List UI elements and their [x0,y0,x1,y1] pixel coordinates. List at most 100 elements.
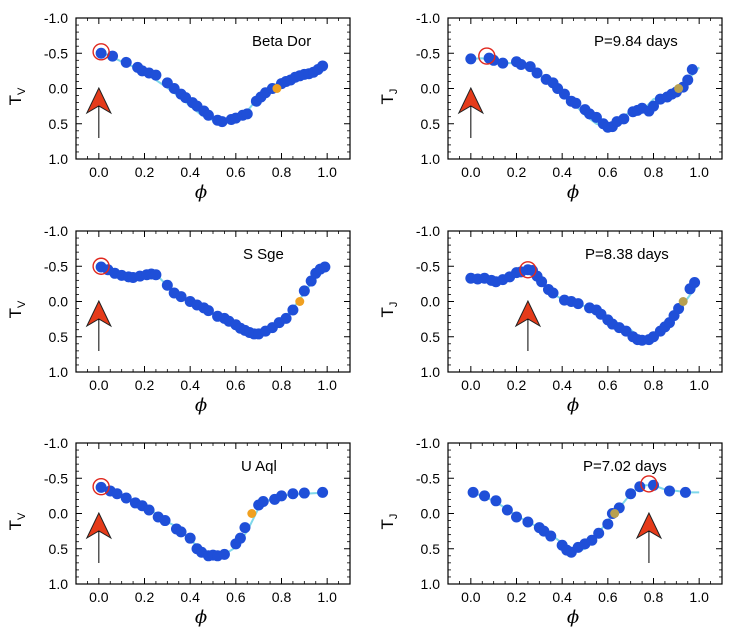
data-point [120,492,132,504]
x-axis-label: ϕ [195,395,207,416]
panel-annotation: P=8.38 days [585,246,669,263]
data-point [287,304,299,316]
maximum-marker-circle [92,478,110,496]
y-axis-label: TV [6,300,28,318]
x-tick-label: 0.2 [507,164,527,180]
x-tick-label: 0.0 [89,589,109,605]
data-point [202,109,214,121]
panel-annotation: U Aql [241,458,277,475]
data-point [216,116,228,128]
maximum-marker-circle [92,257,110,275]
x-tick-label: 0.0 [89,164,109,180]
x-tick-label: 0.8 [644,377,664,393]
data-point [648,100,659,112]
data-point [522,516,534,528]
data-point [465,53,477,65]
data-point [317,486,329,498]
data-point [479,490,491,502]
data-point [317,60,329,72]
y-tick-label: -0.5 [416,258,440,274]
x-tick-label: 0.2 [135,589,155,605]
y-axis-label-subscript: V [16,87,28,95]
data-point [497,57,509,69]
x-tick-label: 1.0 [317,164,337,180]
y-tick-label: -1.0 [416,435,440,451]
data-point [241,108,253,120]
y-axis-label-subscript: J [388,302,400,308]
data-point [280,312,292,324]
x-axis-label: ϕ [567,607,579,628]
x-tick-label: 0.2 [135,377,155,393]
x-axis-label: ϕ [195,182,207,203]
data-point [276,490,287,502]
data-point [218,548,230,560]
data-point [202,305,214,317]
highlight-point [295,297,305,306]
x-tick-label: 0.4 [552,164,572,180]
data-point [625,488,637,500]
data-point [298,285,310,297]
y-tick-label: 1.0 [421,151,441,167]
data-point [95,47,107,59]
x-tick-label: 0.0 [461,589,481,605]
y-tick-label: -0.5 [416,470,440,486]
highlight-point [247,509,257,518]
data-point [175,526,187,538]
panel-6: -1.0 -0.5 0.0 0.5 1.0 0.0 0.2 0.4 0.6 0.8 1.0 ϕ TJ P=… [378,435,723,628]
panel-4: -1.0 -0.5 0.0 0.5 1.0 0.0 0.2 0.4 0.6 0.8 1.0 ϕ TJ P=… [378,223,723,416]
y-tick-label: -0.5 [44,258,68,274]
x-tick-label: 0.4 [180,589,200,605]
highlight-point [678,297,688,306]
data-point [536,276,548,288]
x-tick-label: 0.0 [461,164,481,180]
y-tick-label: -1.0 [44,223,68,239]
y-tick-label: -0.5 [44,45,68,61]
data-point [511,511,522,523]
data-point [150,69,162,81]
y-axis-label-subscript: J [388,89,400,95]
data-point [572,298,584,310]
y-axis-label: TV [6,512,28,530]
y-tick-label: 0.0 [421,81,441,97]
y-tick-label: -1.0 [416,10,440,26]
x-tick-label: 0.4 [180,377,200,393]
data-point [239,522,251,534]
data-point [593,527,605,539]
panel-annotation: P=9.84 days [594,33,678,50]
x-tick-label: 1.0 [689,589,709,605]
x-axis-label: ϕ [567,182,579,203]
maximum-marker-circle [519,261,537,279]
data-point [515,59,527,71]
y-axis-label-subscript: J [388,514,400,520]
panel-annotation: Beta Dor [252,33,311,50]
data-point [618,113,630,125]
y-tick-label: 1.0 [421,576,441,592]
data-point [490,495,502,507]
y-tick-label: 0.5 [421,329,441,345]
y-tick-label: 0.5 [49,329,69,345]
y-tick-label: 0.0 [421,506,441,522]
y-axis-label: TJ [378,89,400,105]
y-tick-label: 0.0 [49,81,69,97]
data-point [159,515,171,527]
fit-curve [98,50,328,124]
data-point [682,74,694,86]
maximum-marker-circle [640,475,658,493]
y-tick-label: 1.0 [49,576,69,592]
data-point [467,486,479,498]
x-tick-label: 0.0 [89,377,109,393]
data-point [686,63,698,75]
x-tick-label: 1.0 [689,164,709,180]
y-tick-label: -0.5 [416,45,440,61]
data-point [547,287,559,299]
highlight-point [272,84,282,93]
x-tick-label: 0.6 [598,164,618,180]
y-tick-label: 1.0 [49,151,69,167]
data-point [545,530,557,542]
data-point [319,261,331,273]
x-axis-label: ϕ [195,607,207,628]
highlight-point [610,509,620,518]
data-point [120,56,132,68]
y-axis-label: TJ [378,302,400,318]
